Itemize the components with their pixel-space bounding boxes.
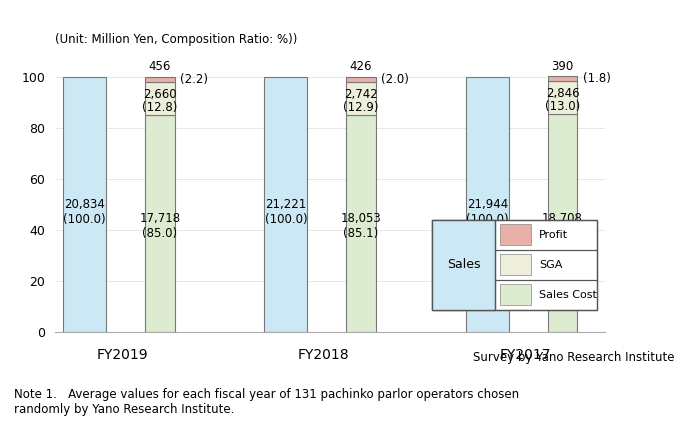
Text: Note 1.   Average values for each fiscal year of 131 pachinko parlor operators c: Note 1. Average values for each fiscal y…: [14, 388, 519, 416]
Bar: [500, 284, 530, 305]
Text: (12.8): (12.8): [142, 101, 178, 114]
Bar: [495, 220, 597, 250]
Text: 456: 456: [149, 60, 171, 73]
Text: 21,221: 21,221: [266, 198, 307, 211]
Text: 18,053: 18,053: [341, 212, 381, 225]
Text: 2,660: 2,660: [143, 88, 177, 101]
Text: 21,944: 21,944: [466, 198, 508, 211]
Bar: [264, 77, 308, 332]
Text: (100.0): (100.0): [466, 213, 508, 226]
Text: SGA: SGA: [539, 260, 562, 270]
Text: (Unit: Million Yen, Composition Ratio: %)): (Unit: Million Yen, Composition Ratio: %…: [55, 33, 297, 46]
Text: Profit: Profit: [539, 230, 568, 240]
Text: Survey by Yano Research Institute: Survey by Yano Research Institute: [473, 351, 674, 365]
Bar: [63, 77, 106, 332]
Text: 426: 426: [350, 60, 372, 73]
Bar: [346, 77, 376, 82]
Bar: [548, 114, 577, 332]
Text: 2,846: 2,846: [546, 87, 579, 100]
Text: (100.0): (100.0): [265, 213, 308, 226]
Text: (12.9): (12.9): [343, 101, 379, 114]
Bar: [466, 77, 509, 332]
Bar: [145, 77, 175, 82]
Text: 2,742: 2,742: [344, 88, 378, 101]
Text: Sales Cost: Sales Cost: [539, 290, 596, 300]
Text: (85.0): (85.0): [142, 227, 178, 240]
Bar: [145, 115, 175, 332]
Text: (85.1): (85.1): [343, 227, 378, 240]
Bar: [495, 280, 597, 310]
Text: (100.0): (100.0): [63, 213, 106, 226]
Text: (85.3): (85.3): [545, 227, 580, 240]
Bar: [548, 81, 577, 114]
Bar: [500, 254, 530, 275]
Text: 17,718: 17,718: [139, 212, 180, 225]
Text: (13.0): (13.0): [545, 100, 580, 113]
Text: (1.8): (1.8): [583, 72, 610, 86]
Text: (2.0): (2.0): [381, 73, 409, 86]
Bar: [346, 82, 376, 115]
Text: 18,708: 18,708: [542, 212, 583, 225]
Bar: [548, 76, 577, 81]
Bar: [500, 225, 530, 245]
Text: (2.2): (2.2): [180, 73, 208, 86]
Bar: [432, 220, 597, 310]
Bar: [432, 220, 495, 310]
Bar: [346, 115, 376, 332]
Text: Sales: Sales: [447, 258, 480, 271]
Bar: [145, 82, 175, 115]
Text: 390: 390: [551, 60, 574, 73]
Bar: [495, 250, 597, 280]
Text: 20,834: 20,834: [64, 198, 105, 211]
